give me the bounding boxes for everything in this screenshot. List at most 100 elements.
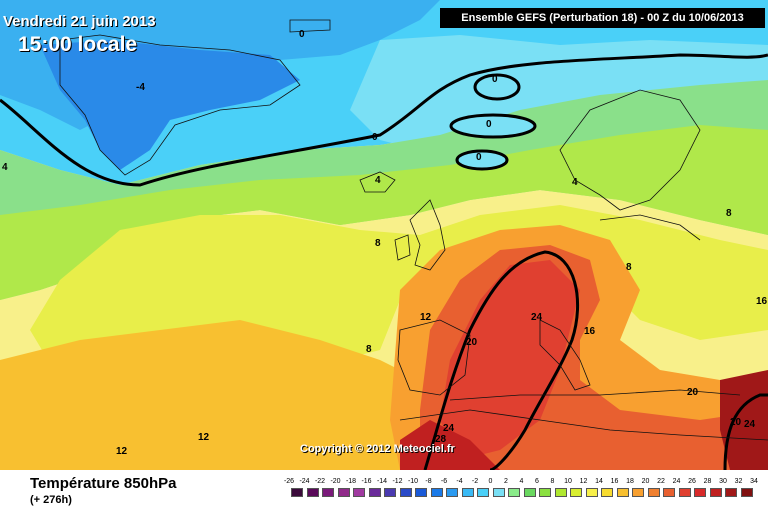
field-mid-green — [0, 125, 768, 300]
coast-baltic — [599, 214, 701, 241]
scale-label: 32 — [734, 478, 743, 485]
scale-label: 14 — [595, 478, 603, 485]
contour-label: 20 — [730, 417, 742, 428]
scale-label: 2 — [504, 478, 508, 485]
scale-label: 0 — [488, 478, 493, 485]
contour-label: 4 — [375, 175, 381, 186]
contour-label: 0 — [372, 132, 378, 143]
coast-svalbard — [289, 19, 331, 33]
scale-swatch — [678, 488, 691, 497]
contour-label: 0 — [476, 152, 482, 163]
scale-swatch — [492, 488, 505, 497]
coast-ireland — [394, 234, 411, 261]
scale-label: -8 — [425, 478, 432, 485]
contour-label: -4 — [136, 82, 145, 93]
scale-label: 18 — [626, 478, 634, 485]
contour-label: 0 — [486, 119, 492, 130]
scale-swatch — [570, 488, 582, 497]
isotherm-zero-cell-3 — [455, 149, 509, 171]
scale-label: 4 — [519, 478, 524, 485]
contour-label: 8 — [726, 208, 732, 219]
contour-label: 0 — [492, 74, 498, 85]
scale-label: 26 — [688, 478, 696, 485]
scale-label: -18 — [345, 478, 357, 485]
contour-label: 4 — [2, 162, 8, 173]
scale-swatch — [663, 488, 675, 497]
scale-swatch — [337, 488, 350, 497]
contour-label: 8 — [366, 344, 372, 355]
scale-label: 30 — [719, 478, 727, 485]
scale-label: 8 — [550, 478, 555, 485]
scale-swatch — [694, 488, 706, 497]
field-greenland-blue — [40, 40, 300, 170]
variable-title: Température 850hPa — [30, 475, 177, 492]
scale-label: -12 — [392, 478, 403, 485]
coast-greenland — [59, 34, 301, 176]
copyright-notice[interactable]: Copyright © 2012 Meteociel.fr — [300, 443, 455, 455]
contour-label: 12 — [420, 312, 432, 323]
isotherm-zero — [0, 53, 768, 187]
field-east-darkred — [720, 370, 768, 470]
contour-label: 8 — [626, 262, 632, 273]
contour-labels: 0 0 0 0 0 -4 4 4 4 8 8 8 8 12 12 12 16 1… — [2, 29, 768, 457]
scale-label: 6 — [535, 478, 539, 485]
scale-swatch — [725, 488, 737, 497]
model-run-label: Ensemble GEFS (Perturbation 18) - 00 Z d… — [440, 8, 765, 28]
scale-label: 16 — [610, 478, 619, 485]
isotherm-zero-cell-1 — [473, 73, 521, 101]
scale-label: 34 — [750, 478, 758, 485]
scale-label: 20 — [641, 478, 650, 485]
coastlines — [59, 19, 768, 441]
scale-label: -14 — [376, 478, 388, 485]
contour-label: 16 — [756, 296, 768, 307]
scale-swatch — [585, 488, 598, 497]
scale-swatch — [539, 488, 551, 497]
coast-iberia — [397, 319, 471, 396]
coast-mediterranean — [449, 389, 741, 401]
scale-label: -2 — [471, 478, 479, 485]
scale-label: -22 — [314, 478, 326, 485]
scale-swatch — [477, 488, 489, 497]
isotherm-twenty — [423, 250, 580, 470]
coast-iceland — [359, 171, 396, 193]
scale-swatch — [306, 488, 319, 497]
scale-label: -10 — [407, 478, 419, 485]
isotherm-twenty-east — [723, 393, 768, 470]
isotherm-zero-cell-2 — [449, 113, 537, 139]
scale-swatch — [322, 488, 334, 497]
legend-bar: Température 850hPa (+ 276h) -26 -24 -22 -20… — [0, 470, 768, 512]
scale-swatch — [709, 488, 722, 497]
scale-swatch — [461, 488, 474, 497]
scale-label: 10 — [564, 478, 572, 485]
field-core-darkred — [400, 420, 500, 470]
scale-swatch — [446, 488, 458, 497]
scale-swatch — [647, 488, 660, 497]
coast-britain — [409, 199, 446, 271]
contour-label: 4 — [572, 177, 578, 188]
contour-label: 16 — [584, 326, 596, 337]
scale-swatch — [384, 488, 396, 497]
scale-swatch — [632, 488, 644, 497]
scale-label: 24 — [672, 478, 681, 485]
scale-swatch — [601, 488, 613, 497]
scale-swatch — [399, 488, 412, 497]
temperature-map[interactable]: 0 0 0 0 0 -4 4 4 4 8 8 8 8 12 12 12 16 1… — [0, 0, 768, 470]
contour-label: 24 — [443, 423, 455, 434]
scale-swatch — [353, 488, 365, 497]
contour-label: 24 — [744, 419, 756, 430]
forecast-time: 15:00 locale — [18, 33, 138, 56]
coast-africa — [399, 409, 768, 441]
lead-time: (+ 276h) — [30, 494, 72, 506]
scale-label: -6 — [440, 478, 448, 485]
scale-swatch — [554, 488, 567, 497]
contour-label: 20 — [466, 337, 478, 348]
scale-swatch — [291, 488, 303, 497]
scale-swatch — [430, 488, 443, 497]
scale-swatch — [616, 488, 629, 497]
scale-swatch — [415, 488, 427, 497]
scale-swatch — [508, 488, 520, 497]
field-orange-warm — [0, 320, 440, 470]
scale-label: -20 — [330, 478, 341, 485]
contour-label: 28 — [435, 434, 447, 445]
